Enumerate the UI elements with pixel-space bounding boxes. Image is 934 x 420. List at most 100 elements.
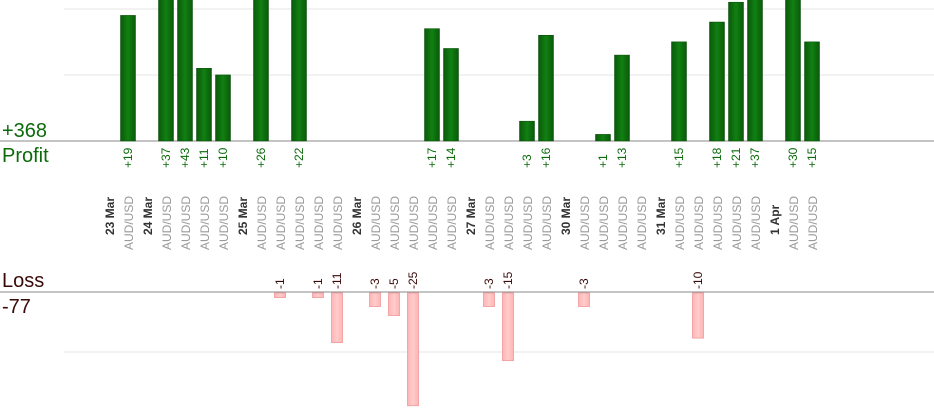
profit-value-label: +18 (710, 147, 724, 168)
loss-bar (502, 292, 514, 362)
pair-label: AUD/USD (160, 196, 174, 250)
pair-label: AUD/USD (388, 196, 402, 250)
profit-total: +368 (2, 120, 48, 142)
date-label: 25 Mar (236, 197, 250, 235)
profit-bar (253, 0, 269, 142)
pair-label: AUD/USD (730, 196, 744, 250)
pair-label: AUD/USD (312, 196, 326, 250)
pair-label: AUD/USD (711, 196, 725, 250)
profit-bar (614, 54, 630, 142)
date-label: 26 Mar (350, 197, 364, 235)
loss-bar (407, 292, 419, 407)
pair-label: AUD/USD (293, 196, 307, 250)
date-label: 27 Mar (464, 197, 478, 235)
profit-value-label: +16 (539, 147, 553, 168)
profit-bar (538, 34, 554, 142)
pair-label: AUD/USD (692, 196, 706, 250)
profit-value-label: +37 (748, 147, 762, 168)
profit-value-label: +17 (425, 147, 439, 168)
loss-bar (388, 292, 400, 316)
profit-value-label: +22 (292, 147, 306, 168)
pair-label: AUD/USD (407, 196, 421, 250)
loss-value-label: -1 (311, 278, 325, 289)
profit-label: Profit (2, 145, 49, 167)
profit-value-label: +43 (178, 147, 192, 168)
pair-label: AUD/USD (122, 196, 136, 250)
pair-label: AUD/USD (635, 196, 649, 250)
loss-value-label: -11 (330, 272, 344, 289)
pair-label: AUD/USD (217, 196, 231, 250)
pair-label: AUD/USD (749, 196, 763, 250)
pair-label: AUD/USD (483, 196, 497, 250)
loss-value-label: -3 (482, 278, 496, 289)
pair-label: AUD/USD (521, 196, 535, 250)
loss-value-label: -25 (406, 271, 420, 289)
profit-bar (747, 0, 763, 142)
profit-value-label: +10 (216, 147, 230, 168)
profit-value-label: +21 (729, 147, 743, 168)
profit-bar (709, 21, 725, 142)
profit-value-label: +15 (805, 147, 819, 168)
pair-label: AUD/USD (673, 196, 687, 250)
profit-bar (804, 41, 820, 142)
pair-label: AUD/USD (274, 196, 288, 250)
pair-label: AUD/USD (369, 196, 383, 250)
profit-value-label: +14 (444, 147, 458, 168)
loss-bar (331, 292, 343, 344)
profit-bar (424, 28, 440, 142)
loss-bar (274, 292, 286, 298)
pair-label: AUD/USD (426, 196, 440, 250)
profit-bar (120, 15, 136, 142)
loss-label: Loss (2, 270, 45, 292)
loss-value-label: -1 (273, 278, 287, 289)
loss-value-label: -15 (501, 271, 515, 289)
loss-value-label: -5 (387, 278, 401, 289)
profit-bar (158, 0, 174, 142)
profit-bar (785, 0, 801, 142)
profit-value-label: +1 (596, 154, 610, 168)
profit-bar (215, 74, 231, 142)
loss-value-label: -3 (577, 278, 591, 289)
pair-label: AUD/USD (616, 196, 630, 250)
loss-bar (312, 292, 324, 298)
profit-value-label: +15 (672, 147, 686, 168)
profit-value-label: +26 (254, 147, 268, 168)
pair-label: AUD/USD (578, 196, 592, 250)
loss-value-label: -3 (368, 278, 382, 289)
loss-total: -77 (2, 296, 31, 318)
pair-label: AUD/USD (198, 196, 212, 250)
profit-value-label: +11 (197, 148, 211, 168)
profit-bar (177, 0, 193, 142)
profit-value-label: +3 (520, 154, 534, 168)
pair-label: AUD/USD (179, 196, 193, 250)
loss-value-label: -10 (691, 271, 705, 289)
profit-bar (196, 68, 212, 142)
pair-label: AUD/USD (255, 196, 269, 250)
profit-value-label: +13 (615, 147, 629, 168)
loss-bar (692, 292, 704, 339)
date-label: 31 Mar (654, 197, 668, 235)
date-label: 23 Mar (103, 197, 117, 235)
profit-bar (595, 134, 611, 142)
profit-bar (728, 1, 744, 142)
pair-label: AUD/USD (445, 196, 459, 250)
date-label: 24 Mar (141, 197, 155, 235)
loss-bar (369, 292, 381, 307)
profit-value-label: +19 (121, 147, 135, 168)
loss-bar (483, 292, 495, 307)
pair-label: AUD/USD (502, 196, 516, 250)
pair-label: AUD/USD (597, 196, 611, 250)
profit-value-label: +30 (786, 147, 800, 168)
loss-bar (578, 292, 590, 307)
profit-bar (671, 41, 687, 142)
pair-label: AUD/USD (787, 196, 801, 250)
pair-label: AUD/USD (806, 196, 820, 250)
profit-bar (291, 0, 307, 142)
profit-bar (443, 48, 459, 142)
profit-bar (519, 120, 535, 142)
pair-label: AUD/USD (540, 196, 554, 250)
profit-value-label: +37 (159, 147, 173, 168)
pair-label: AUD/USD (331, 196, 345, 250)
date-label: 1 Apr (768, 204, 782, 235)
